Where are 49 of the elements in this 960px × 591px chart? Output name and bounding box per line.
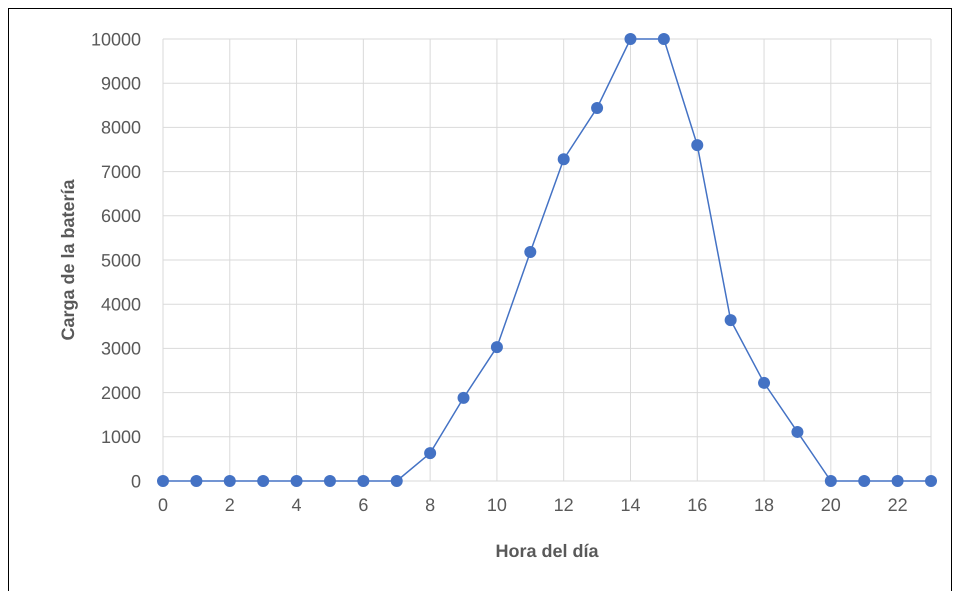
x-tick-label: 6 <box>358 495 368 515</box>
y-tick-label: 1000 <box>100 427 141 448</box>
y-tick-label: 9000 <box>100 74 141 94</box>
point <box>791 426 804 438</box>
x-tick-label: 18 <box>754 495 774 515</box>
point <box>724 314 737 326</box>
point <box>591 102 604 114</box>
point <box>390 475 403 487</box>
y-tick-label: 5000 <box>100 250 141 270</box>
x-tick-label: 20 <box>820 495 841 515</box>
x-tick-label: 2 <box>224 495 235 515</box>
point <box>858 475 870 487</box>
point <box>190 475 202 487</box>
point <box>558 153 570 166</box>
point <box>758 376 770 389</box>
point <box>624 33 636 45</box>
y-tick-label: 3000 <box>100 338 141 359</box>
point <box>524 246 536 258</box>
x-axis-title: Hora del día <box>495 541 600 561</box>
x-tick-label: 16 <box>687 495 708 515</box>
y-tick-label: 4000 <box>100 294 141 314</box>
y-tick-label: 8000 <box>100 118 141 138</box>
point <box>424 447 436 460</box>
x-tick-label: 22 <box>888 495 908 515</box>
point <box>925 475 937 487</box>
x-tick-label: 4 <box>292 495 302 515</box>
y-tick-label: 0 <box>130 471 141 492</box>
y-tick-label: 6000 <box>100 206 141 226</box>
y-tick-label: 10000 <box>90 29 141 50</box>
point <box>490 341 503 354</box>
x-tick-label: 12 <box>554 495 574 515</box>
point <box>691 139 704 152</box>
y-tick-label: 7000 <box>100 162 141 182</box>
point <box>892 475 904 487</box>
y-tick-label: 2000 <box>100 382 141 403</box>
point <box>224 475 236 487</box>
x-tick-label: 10 <box>486 495 507 515</box>
x-tick-label: 0 <box>158 495 168 515</box>
point <box>658 33 670 45</box>
y-axis-title: Carga de la batería <box>58 178 78 341</box>
point <box>357 475 370 487</box>
point <box>290 475 303 487</box>
point <box>257 475 270 487</box>
x-tick-label: 8 <box>425 495 436 515</box>
point <box>324 475 336 487</box>
point <box>157 475 169 487</box>
x-tick-label: 14 <box>620 495 640 515</box>
point <box>824 475 837 487</box>
point <box>458 392 470 404</box>
